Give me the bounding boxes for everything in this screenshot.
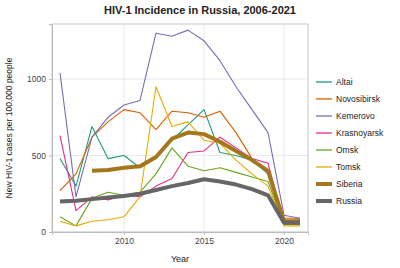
chart: 2010 2015 2020 0 500 1000 HIV-1 Incidence in R… [0,0,400,268]
y-axis: 0 500 1000 [27,25,52,238]
series-line [60,136,300,223]
legend-item: Krasnoyarsk [316,128,384,138]
legend-swatch [316,149,332,150]
axis-line [49,25,53,233]
tick-mark [49,79,52,80]
legend-label: Novosibirsk [336,94,381,104]
tick-label: 2010 [115,236,134,246]
tick-label: 1000 [27,74,46,84]
legend-swatch [316,98,332,99]
tick-mark [124,232,125,235]
legend-label: Siberia [336,179,363,189]
grid-line [204,24,205,232]
legend-label: Omsk [336,145,359,155]
legend-item: Siberia [316,179,363,189]
tick-label: 2020 [275,236,294,246]
series-line [60,87,300,226]
series-line [60,179,300,223]
x-axis: 2010 2015 2020 [53,232,309,246]
grid-line [124,24,125,232]
tick-mark [49,156,52,157]
tick: 500 [32,151,52,161]
tick-mark [49,232,52,233]
grid-line [52,155,308,156]
legend-swatch [316,199,332,203]
grid-line [52,79,308,80]
legend-item: Tomsk [316,162,361,172]
title: HIV-1 Incidence in Russia, 2006-2021 [104,4,296,16]
legend-swatch [316,81,332,82]
x-axis-title: Year [171,254,189,264]
tick-label: 0 [41,227,46,237]
legend-swatch [316,115,332,116]
grid [52,24,308,232]
legend-swatch [316,182,332,186]
legend-label: Tomsk [336,162,361,172]
legend-item: Russia [316,196,362,206]
lines [60,30,300,226]
axis-line [53,233,309,236]
tick: 1000 [27,74,52,84]
tick: 2020 [275,232,294,246]
legend-label: Kemerovo [336,111,375,121]
legend-item: Omsk [316,145,359,155]
legend-swatch [316,132,332,133]
series-line [60,148,300,226]
tick: 2015 [195,232,214,246]
tick-label: 2015 [195,236,214,246]
legend: Altai Novosibirsk Kemerovo Krasnoyarsk Omsk T… [316,77,384,206]
grid-line [284,24,285,232]
tick: 2010 [115,232,134,246]
y-axis-title: New HIV-1 cases per 100,000 people [4,57,14,198]
plot-frame [52,24,308,232]
legend-label: Russia [336,196,362,206]
legend-swatch [316,166,332,167]
tick-label: 500 [32,151,46,161]
tick: 0 [41,227,52,237]
legend-label: Altai [336,77,353,87]
legend-item: Altai [316,77,353,87]
tick-mark [204,232,205,235]
legend-item: Kemerovo [316,111,375,121]
legend-label: Krasnoyarsk [336,128,384,138]
legend-item: Novosibirsk [316,94,381,104]
tick-mark [284,232,285,235]
series-line [92,133,300,222]
